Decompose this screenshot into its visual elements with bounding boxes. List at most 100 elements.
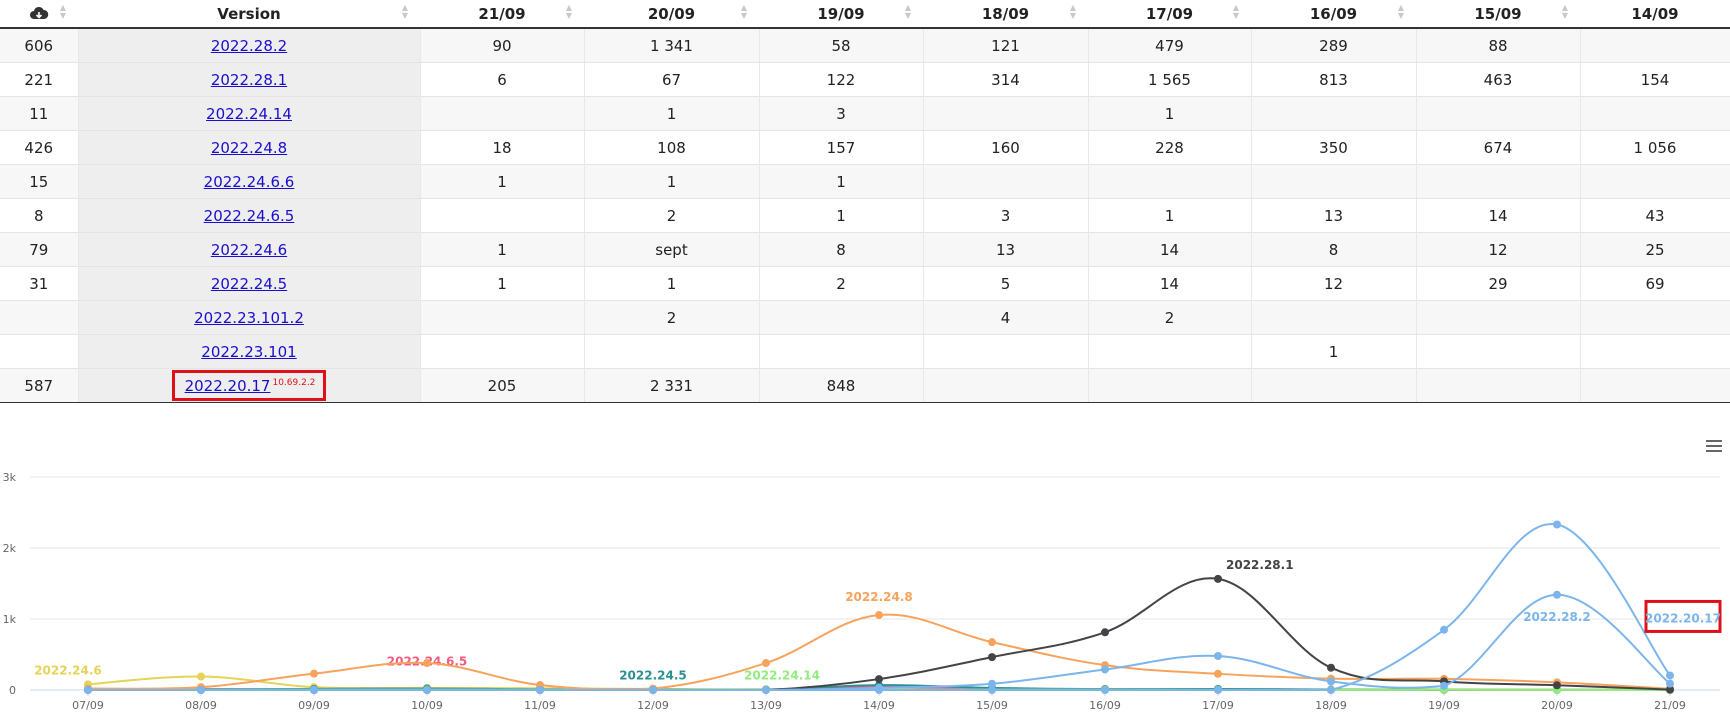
column-header-date[interactable]: 16/09▲▼ bbox=[1251, 0, 1416, 28]
data-point[interactable] bbox=[762, 686, 770, 694]
data-point[interactable] bbox=[988, 686, 996, 694]
sort-arrows-icon[interactable]: ▲▼ bbox=[1398, 4, 1404, 20]
sort-arrows-icon[interactable]: ▲▼ bbox=[1070, 4, 1076, 20]
series-line-2022-20-17[interactable] bbox=[88, 524, 1670, 690]
date-value-cell bbox=[1416, 335, 1580, 369]
data-point[interactable] bbox=[84, 686, 92, 694]
date-value-cell bbox=[1580, 165, 1730, 199]
version-link[interactable]: 2022.28.2 bbox=[211, 37, 287, 55]
data-point[interactable] bbox=[536, 686, 544, 694]
row-version-cell: 2022.28.2 bbox=[78, 28, 420, 63]
data-point[interactable] bbox=[423, 686, 431, 694]
data-point[interactable] bbox=[1101, 686, 1109, 694]
sort-arrows-icon[interactable]: ▲▼ bbox=[1562, 4, 1568, 20]
data-point[interactable] bbox=[1553, 520, 1561, 528]
data-point[interactable] bbox=[649, 686, 657, 694]
version-link[interactable]: 2022.23.101.2 bbox=[194, 309, 304, 327]
data-point[interactable] bbox=[1327, 677, 1335, 685]
data-point[interactable] bbox=[988, 638, 996, 646]
data-point[interactable] bbox=[310, 670, 318, 678]
data-point[interactable] bbox=[1553, 681, 1561, 689]
series-label: 2022.28.2 bbox=[1523, 610, 1591, 624]
row-version-cell: 2022.24.8 bbox=[78, 131, 420, 165]
data-point[interactable] bbox=[1440, 626, 1448, 634]
date-value-cell bbox=[1251, 165, 1416, 199]
column-header-count[interactable]: ▲▼ bbox=[0, 0, 78, 28]
data-point[interactable] bbox=[310, 686, 318, 694]
version-link[interactable]: 2022.28.1 bbox=[211, 71, 287, 89]
data-point[interactable] bbox=[875, 675, 883, 683]
data-point[interactable] bbox=[1327, 686, 1335, 694]
sort-arrows-icon[interactable]: ▲▼ bbox=[60, 4, 66, 20]
data-point[interactable] bbox=[1214, 670, 1222, 678]
cloud-download-icon[interactable] bbox=[29, 6, 49, 22]
date-value-cell: 18 bbox=[420, 131, 584, 165]
data-point[interactable] bbox=[423, 659, 431, 667]
date-value-cell bbox=[1580, 28, 1730, 63]
date-value-cell: 1 565 bbox=[1088, 63, 1251, 97]
data-point[interactable] bbox=[197, 673, 205, 681]
data-point[interactable] bbox=[762, 659, 770, 667]
sort-arrows-icon[interactable]: ▲▼ bbox=[566, 4, 572, 20]
date-value-cell: 8 bbox=[1251, 233, 1416, 267]
data-point[interactable] bbox=[1666, 671, 1674, 679]
data-point[interactable] bbox=[1440, 682, 1448, 690]
chart-menu-icon[interactable] bbox=[1706, 437, 1722, 455]
data-point[interactable] bbox=[988, 653, 996, 661]
column-header-date[interactable]: 20/09 ▲▼ bbox=[584, 0, 759, 28]
data-point[interactable] bbox=[1214, 652, 1222, 660]
data-point[interactable] bbox=[1214, 686, 1222, 694]
column-header-date[interactable]: 17/09▲▼ bbox=[1088, 0, 1251, 28]
date-value-cell: 2 bbox=[584, 301, 759, 335]
date-value-cell bbox=[1088, 369, 1251, 403]
sort-arrows-icon[interactable]: ▲▼ bbox=[905, 4, 911, 20]
column-header-date[interactable]: 21/09 ▲▼ bbox=[420, 0, 584, 28]
series-label: 2022.24.5 bbox=[619, 668, 687, 682]
version-link[interactable]: 2022.24.5 bbox=[211, 275, 287, 293]
data-point[interactable] bbox=[1101, 628, 1109, 636]
sort-arrows-icon[interactable]: ▲▼ bbox=[402, 4, 408, 20]
column-header-date[interactable]: 19/09▲▼ bbox=[759, 0, 923, 28]
date-value-cell: 13 bbox=[1251, 199, 1416, 233]
data-point[interactable] bbox=[875, 686, 883, 694]
sort-arrows-icon[interactable]: ▲▼ bbox=[741, 4, 747, 20]
version-link[interactable]: 2022.24.6.6 bbox=[204, 173, 295, 191]
column-header-date[interactable]: 15/09▲▼ bbox=[1416, 0, 1580, 28]
version-link[interactable]: 2022.24.8 bbox=[211, 139, 287, 157]
date-value-cell: 1 bbox=[584, 97, 759, 131]
series-label: 2022.28.1 bbox=[1226, 558, 1294, 572]
date-value-cell: 314 bbox=[923, 63, 1088, 97]
column-header-label: 20/09 bbox=[648, 5, 695, 23]
row-version-cell: 2022.24.6 bbox=[78, 233, 420, 267]
column-header-date[interactable]: 18/09▲▼ bbox=[923, 0, 1088, 28]
data-point[interactable] bbox=[875, 611, 883, 619]
x-tick-label: 18/09 bbox=[1315, 699, 1347, 712]
version-link[interactable]: 2022.20.17 bbox=[185, 377, 271, 395]
date-value-cell: 228 bbox=[1088, 131, 1251, 165]
data-point[interactable] bbox=[1214, 575, 1222, 583]
data-point[interactable] bbox=[1666, 680, 1674, 688]
version-link[interactable]: 2022.24.6 bbox=[211, 241, 287, 259]
date-value-cell: 1 341 bbox=[584, 28, 759, 63]
column-header-version[interactable]: Version▲▼ bbox=[78, 0, 420, 28]
version-link[interactable]: 2022.24.14 bbox=[206, 105, 292, 123]
version-link[interactable]: 2022.23.101 bbox=[201, 343, 296, 361]
data-point[interactable] bbox=[1327, 664, 1335, 672]
date-value-cell bbox=[1416, 301, 1580, 335]
date-value-cell: 205 bbox=[420, 369, 584, 403]
column-header-label: 21/09 bbox=[478, 5, 525, 23]
x-tick-label: 14/09 bbox=[863, 699, 895, 712]
column-header-date[interactable]: 14/09 bbox=[1580, 0, 1730, 28]
x-tick-label: 21/09 bbox=[1654, 699, 1686, 712]
data-point[interactable] bbox=[197, 686, 205, 694]
build-number-sup: 10.69.2.2 bbox=[272, 378, 315, 388]
version-link[interactable]: 2022.24.6.5 bbox=[204, 207, 295, 225]
sort-arrows-icon[interactable]: ▲▼ bbox=[1233, 4, 1239, 20]
data-point[interactable] bbox=[1553, 591, 1561, 599]
data-point[interactable] bbox=[1101, 665, 1109, 673]
